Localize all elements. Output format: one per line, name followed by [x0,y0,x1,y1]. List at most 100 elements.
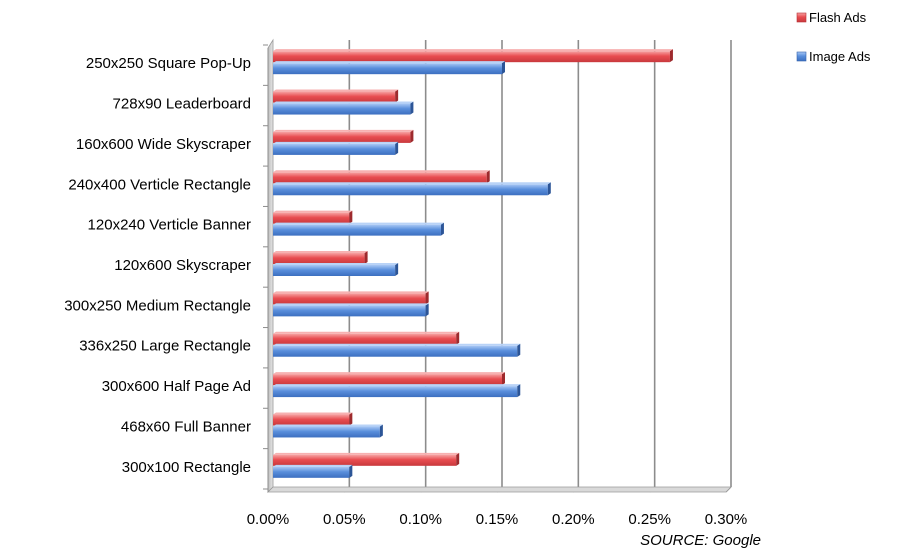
bar-face [273,345,518,357]
bar-top-cap [273,210,353,213]
bar-top-cap [273,343,521,346]
bar-end-cap [669,49,673,63]
bar-end-cap [486,170,490,184]
bar-top-cap [273,251,368,253]
bar-flash-ads [273,89,399,103]
bar-face [273,333,457,345]
x-tick-label: 0.00% [247,511,290,528]
bar-face [273,51,670,63]
category-label: 300x600 Half Page Ad [102,378,251,395]
bar-end-cap [349,210,353,224]
bar-top-cap [273,263,399,265]
bar-image-ads [273,61,505,75]
bar-flash-ads [273,251,368,264]
bar-top-cap [273,170,490,173]
bar-top-cap [273,303,429,306]
bars [273,49,673,478]
bar-end-cap [440,222,444,236]
category-label: 468x60 Full Banner [121,418,251,435]
bar-end-cap [502,61,505,75]
legend: Flash Ads Image Ads [796,10,871,64]
bar-face [273,184,548,196]
bar-end-cap [502,372,505,386]
category-label: 250x250 Square Pop-Up [86,55,251,72]
bar-end-cap [395,89,399,103]
bar-top-cap [273,222,444,225]
bar-top-cap [273,141,399,144]
bar-end-cap [349,412,353,426]
bar-face [273,103,411,115]
bar-face [273,293,426,305]
bar-face [273,414,350,426]
bar-face [273,374,502,386]
category-label: 120x600 Skyscraper [114,257,251,274]
bar-face [273,63,502,75]
bar-image-ads [273,263,399,276]
category-label: 240x400 Verticle Rectangle [68,176,251,193]
bar-face [273,172,487,184]
category-label: 120x240 Verticle Banner [88,217,251,234]
bar-face [273,265,396,276]
bar-face [273,91,396,103]
bar-flash-ads [273,170,490,184]
bar-top-cap [273,424,383,427]
bar-top-cap [273,61,505,64]
bar-image-ads [273,182,551,196]
bar-image-ads [273,424,383,438]
bar-flash-ads [273,412,353,426]
legend-label-flash: Flash Ads [809,10,867,25]
bar-end-cap [379,424,383,438]
bar-face [273,143,396,155]
x-tick-label: 0.05% [323,511,366,528]
bar-top-cap [273,384,521,387]
bar-top-cap [273,182,551,185]
bar-end-cap [517,343,521,357]
bar-face [273,454,457,466]
bar-image-ads [273,222,444,236]
bar-top-cap [273,49,673,52]
plot-area: 250x250 Square Pop-Up 728x90 Leaderboard 1… [64,38,748,528]
bar-end-cap [410,129,414,143]
bar-flash-ads [273,129,414,143]
bar-end-cap [547,182,551,196]
bar-top-cap [273,89,399,92]
bar-face [273,426,380,438]
bar-flash-ads [273,331,460,345]
bar-image-ads [273,384,521,398]
bar-face [273,131,411,143]
bar-face [273,386,518,398]
bar-end-cap [349,464,353,478]
category-label: 336x250 Large Rectangle [79,338,251,355]
bar-image-ads [273,101,414,115]
category-label: 728x90 Leaderboard [113,96,251,113]
bar-end-cap [517,384,521,398]
bar-flash-ads [273,372,505,386]
bar-face [273,305,426,317]
bar-end-cap [425,291,429,305]
x-tick-label: 0.30% [705,511,748,528]
bar-image-ads [273,303,429,317]
bar-flash-ads [273,291,429,305]
bar-end-cap [364,251,368,264]
bar-face [273,224,441,236]
source-note: SOURCE: Google [640,532,761,549]
bar-end-cap [395,141,399,155]
bar-top-cap [273,331,460,334]
bar-top-cap [273,412,353,415]
bar-end-cap [456,331,460,345]
category-label: 160x600 Wide Skyscraper [76,136,251,153]
bar-flash-ads [273,452,460,466]
bar-top-cap [273,372,505,375]
bar-end-cap [410,101,414,115]
bar-image-ads [273,343,521,357]
category-labels: 250x250 Square Pop-Up 728x90 Leaderboard 1… [64,55,251,476]
gridlines [343,40,732,493]
bar-image-ads [273,464,353,478]
category-label: 300x250 Medium Rectangle [64,297,251,314]
bar-face [273,212,350,224]
x-tick-label: 0.15% [476,511,519,528]
x-tick-label: 0.20% [552,511,595,528]
bar-flash-ads [273,49,673,63]
legend-label-image: Image Ads [809,49,871,64]
